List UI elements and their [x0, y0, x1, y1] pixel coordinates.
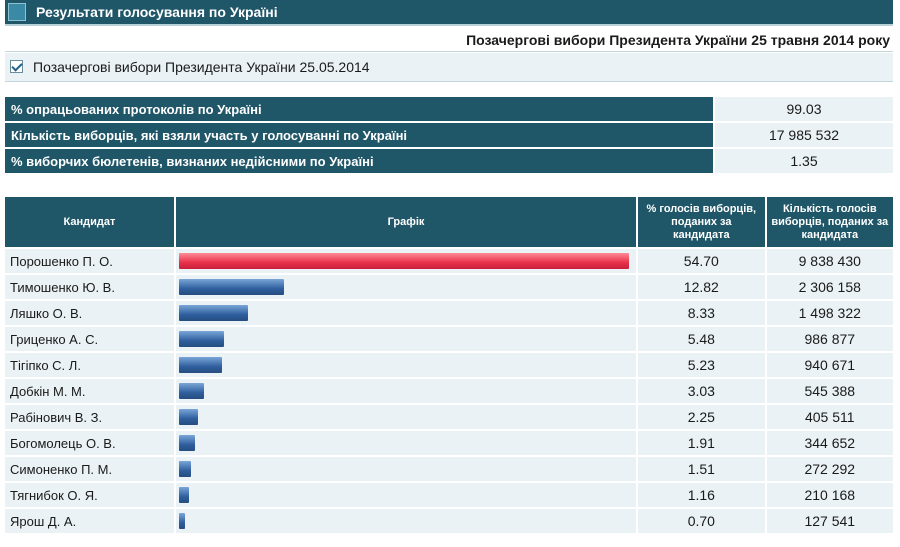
stat-label: % виборчих бюлетенів, визнаних недійсним… — [5, 149, 713, 173]
vote-share-bar — [178, 305, 248, 321]
election-checkbox-label[interactable]: Позачергові вибори Президента України 25… — [33, 59, 370, 75]
candidate-name: Тігіпко С. Л. — [5, 353, 174, 377]
vote-share-bar — [178, 331, 224, 347]
candidate-name: Симоненко П. М. — [5, 457, 174, 481]
vote-share-bar — [178, 383, 204, 399]
vote-count: 9 838 430 — [766, 249, 893, 273]
candidate-name: Тимошенко Ю. В. — [5, 275, 174, 299]
vote-count: 127 541 — [766, 509, 893, 533]
vote-count: 2 306 158 — [766, 275, 893, 299]
vote-share-bar — [178, 253, 629, 269]
table-row: Ярош Д. А. 0.70 127 541 — [5, 509, 893, 533]
header-candidate: Кандидат — [5, 197, 174, 247]
graph-cell — [175, 379, 637, 403]
vote-percent: 1.51 — [638, 457, 765, 481]
graph-cell — [175, 275, 637, 299]
graph-cell — [175, 483, 637, 507]
election-checkbox[interactable] — [10, 60, 23, 73]
stat-label: Кількість виборців, які взяли участь у г… — [5, 123, 713, 147]
vote-count: 545 388 — [766, 379, 893, 403]
graph-cell — [175, 509, 637, 533]
table-row: Гриценко А. С. 5.48 986 877 — [5, 327, 893, 351]
vote-share-bar — [178, 435, 195, 451]
candidate-name: Порошенко П. О. — [5, 249, 174, 273]
vote-share-bar — [178, 409, 198, 425]
stat-value: 1.35 — [715, 149, 893, 173]
election-filter-row: Позачергові вибори Президента України 25… — [5, 53, 893, 82]
vote-count: 986 877 — [766, 327, 893, 351]
table-row: Ляшко О. В. 8.33 1 498 322 — [5, 301, 893, 325]
stats-row: Кількість виборців, які взяли участь у г… — [5, 123, 893, 147]
table-row: Симоненко П. М. 1.51 272 292 — [5, 457, 893, 481]
header-graph: Графік — [175, 197, 637, 247]
vote-percent: 0.70 — [638, 509, 765, 533]
vote-percent: 12.82 — [638, 275, 765, 299]
vote-count: 940 671 — [766, 353, 893, 377]
page-title-bar: Результати голосування по Україні — [5, 0, 893, 26]
vote-percent: 8.33 — [638, 301, 765, 325]
graph-cell — [175, 327, 637, 351]
vote-count: 344 652 — [766, 431, 893, 455]
candidate-name: Ярош Д. А. — [5, 509, 174, 533]
stat-value: 17 985 532 — [715, 123, 893, 147]
table-row: Богомолець О. В. 1.91 344 652 — [5, 431, 893, 455]
stats-row: % виборчих бюлетенів, визнаних недійсним… — [5, 149, 893, 173]
vote-share-bar — [178, 487, 189, 503]
vote-count: 1 498 322 — [766, 301, 893, 325]
candidate-name: Богомолець О. В. — [5, 431, 174, 455]
stat-value: 99.03 — [715, 97, 893, 121]
vote-percent: 1.16 — [638, 483, 765, 507]
table-row: Добкін М. М. 3.03 545 388 — [5, 379, 893, 403]
graph-cell — [175, 457, 637, 481]
vote-share-bar — [178, 461, 191, 477]
vote-count: 405 511 — [766, 405, 893, 429]
vote-share-bar — [178, 279, 284, 295]
election-subtitle: Позачергові вибори Президента України 25… — [466, 32, 890, 48]
header-count: Кількість голосів виборців, поданих за к… — [766, 197, 893, 247]
table-row: Тягнибок О. Я. 1.16 210 168 — [5, 483, 893, 507]
results-body: Порошенко П. О. 54.70 9 838 430 Тимошенко Ю… — [5, 249, 893, 533]
candidate-name: Ляшко О. В. — [5, 301, 174, 325]
vote-percent: 5.23 — [638, 353, 765, 377]
candidate-name: Добкін М. М. — [5, 379, 174, 403]
vote-count: 210 168 — [766, 483, 893, 507]
vote-count: 272 292 — [766, 457, 893, 481]
vote-percent: 2.25 — [638, 405, 765, 429]
title-square-icon — [8, 3, 26, 21]
table-row: Тимошенко Ю. В. 12.82 2 306 158 — [5, 275, 893, 299]
vote-percent: 54.70 — [638, 249, 765, 273]
divider — [5, 51, 893, 52]
graph-cell — [175, 353, 637, 377]
results-header-row: Кандидат Графік % голосів виборців, пода… — [5, 197, 893, 247]
vote-share-bar — [178, 357, 222, 373]
graph-cell — [175, 301, 637, 325]
vote-percent: 3.03 — [638, 379, 765, 403]
vote-percent: 5.48 — [638, 327, 765, 351]
stat-label: % опрацьованих протоколів по Україні — [5, 97, 713, 121]
table-row: Рабінович В. З. 2.25 405 511 — [5, 405, 893, 429]
graph-cell — [175, 431, 637, 455]
vote-percent: 1.91 — [638, 431, 765, 455]
graph-cell — [175, 249, 637, 273]
vote-share-bar — [178, 513, 185, 529]
summary-stats-table: % опрацьованих протоколів по Україні 99.… — [3, 95, 895, 175]
candidate-name: Гриценко А. С. — [5, 327, 174, 351]
candidate-name: Рабінович В. З. — [5, 405, 174, 429]
header-percent: % голосів виборців, поданих за кандидата — [638, 197, 765, 247]
graph-cell — [175, 405, 637, 429]
table-row: Порошенко П. О. 54.70 9 838 430 — [5, 249, 893, 273]
table-row: Тігіпко С. Л. 5.23 940 671 — [5, 353, 893, 377]
results-table: Кандидат Графік % голосів виборців, пода… — [3, 195, 895, 535]
stats-row: % опрацьованих протоколів по Україні 99.… — [5, 97, 893, 121]
candidate-name: Тягнибок О. Я. — [5, 483, 174, 507]
page-title: Результати голосування по Україні — [36, 4, 278, 20]
